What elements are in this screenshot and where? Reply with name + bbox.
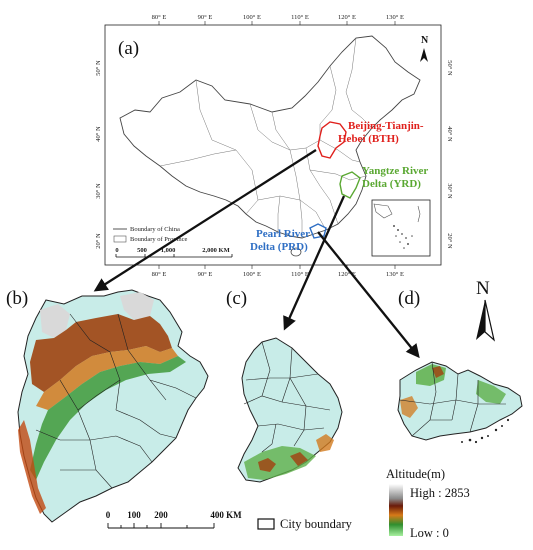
china-outline [119, 35, 421, 239]
bth-detail-map: (b) 0 100 200 400 KM [6, 288, 242, 529]
yrd-label-line1: Yangtze River [362, 165, 428, 177]
north-label-small: N [421, 35, 429, 46]
bottom-tick-120: 120° E [338, 271, 356, 278]
yrd-southern-peaks-2 [290, 452, 308, 466]
prd-city-boundaries [399, 361, 506, 437]
hainan-island [290, 247, 302, 257]
prd-eastern-hills [476, 380, 506, 404]
bth-scale-bar [107, 523, 215, 529]
right-tick-40: 40° N [446, 126, 453, 142]
bth-scale-0: 0 [106, 510, 111, 520]
north-arrow-large-icon [476, 299, 495, 342]
yrd-region-outline [339, 171, 361, 199]
yrd-city-boundaries [243, 341, 331, 453]
top-tick-110: 110° E [291, 14, 309, 21]
bth-city-boundaries [35, 313, 197, 489]
bth-southwest-ridge [18, 420, 46, 514]
panel-label-a: (a) [118, 38, 139, 59]
altitude-low-label: Low : 0 [410, 526, 449, 540]
left-tick-20: 20° N [95, 233, 102, 249]
arrow-to-bth [93, 149, 317, 292]
city-boundary-swatch [257, 518, 275, 530]
bottom-tick-130: 130° E [386, 271, 404, 278]
left-tick-50: 50° N [95, 60, 102, 76]
top-tick-130: 130° E [386, 14, 404, 21]
right-tick-50: 50° N [446, 60, 453, 76]
bth-label-line1: Beijing-Tianjin- [348, 120, 424, 132]
province-boundary-swatch [113, 235, 127, 243]
panel-label-d: (d) [398, 288, 420, 309]
bth-high-mountains-2 [120, 292, 154, 320]
yrd-detail-map: (c) [226, 288, 343, 483]
prd-northern-peaks [432, 366, 444, 378]
prd-label-line2: Delta (PRD) [250, 241, 308, 253]
inset-scale-bar [115, 254, 233, 258]
top-tick-marks [158, 21, 396, 269]
yrd-eastern-hills [316, 434, 334, 452]
inset-scale-2000: 2,000 KM [202, 247, 229, 254]
left-tick-40: 40° N [95, 126, 102, 142]
bth-high-mountains [40, 304, 70, 338]
top-tick-100: 100° E [243, 14, 261, 21]
china-boundary-label: Boundary of China [130, 226, 180, 233]
bth-label-line2: Hebei (BTH) [338, 133, 399, 145]
province-boundaries [159, 37, 373, 238]
prd-islands [461, 418, 510, 444]
arrow-to-prd [317, 231, 420, 359]
bth-region-outline [317, 121, 347, 159]
right-tick-20: 20° N [446, 233, 453, 249]
north-arrow-small-icon [420, 48, 428, 62]
connector-arrows [93, 149, 420, 359]
bottom-tick-90: 90° E [198, 271, 213, 278]
altitude-color-ramp [389, 484, 403, 536]
arrow-to-yrd [283, 195, 346, 331]
bottom-tick-80: 80° E [152, 271, 167, 278]
overview-map: 80° E 90° E 100° E 110° E 120° E 130° E … [95, 14, 453, 278]
yrd-southern-peaks [258, 458, 276, 472]
bth-scale-100: 100 [127, 510, 141, 520]
bth-scale-200: 200 [154, 510, 168, 520]
prd-label-line1: Pearl River [256, 228, 310, 240]
bottom-tick-100: 100° E [243, 271, 261, 278]
yrd-label-line2: Delta (YRD) [362, 178, 421, 190]
prd-region-outline [309, 223, 327, 239]
south-sea-inset [371, 199, 431, 257]
panel-label-b: (b) [6, 288, 28, 309]
panel-label-c: (c) [226, 288, 247, 309]
altitude-title: Altitude(m) [386, 467, 445, 481]
bottom-tick-110: 110° E [291, 271, 309, 278]
bth-forest-strip [30, 356, 186, 480]
right-tick-30: 30° N [446, 183, 453, 199]
left-tick-30: 30° N [95, 183, 102, 199]
bth-mid-altitude [36, 346, 178, 410]
north-label-large: N [476, 278, 490, 299]
inset-scale-1000: 1,000 [161, 247, 176, 254]
top-tick-80: 80° E [152, 14, 167, 21]
top-tick-90: 90° E [198, 14, 213, 21]
bth-scale-400: 400 KM [210, 510, 242, 520]
top-tick-120: 120° E [338, 14, 356, 21]
inset-scale-500: 500 [137, 247, 147, 254]
inset-scale-0: 0 [115, 247, 118, 254]
south-sea-islands [373, 203, 421, 249]
province-boundary-label: Boundary of Province [130, 236, 188, 243]
city-boundary-label: City boundary [280, 517, 353, 531]
bth-mountain-belt [30, 314, 172, 392]
prd-detail-map: (d) [397, 288, 523, 444]
altitude-high-label: High : 2853 [410, 486, 470, 500]
